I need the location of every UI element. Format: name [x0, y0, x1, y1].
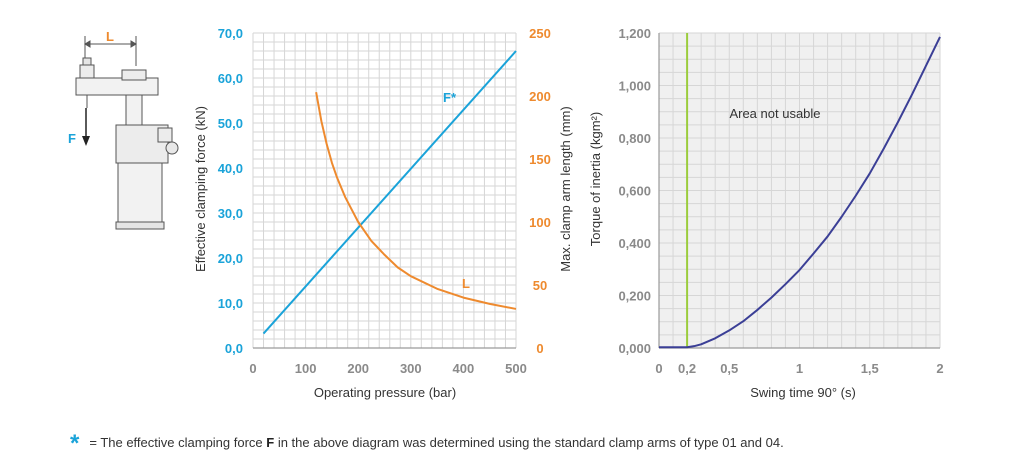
chart1-y-left-tick: 60,0: [218, 71, 243, 86]
cylinder-body: [117, 162, 163, 226]
dimension-label-L: L: [106, 29, 114, 44]
footnote-text-before: = The effective clamping force: [89, 435, 267, 450]
chart-pressure-force: 0,0 10,0 20,0 30,0 40,0 50,0 60,0 70,0 0 50 100 150…: [193, 26, 573, 400]
spindle-nut: [79, 64, 95, 79]
chart2-y-tick: 0,800: [618, 131, 651, 146]
chart2-x-tick: 1,5: [861, 361, 879, 376]
chart2-y-tick: 0,400: [618, 236, 651, 251]
chart1-ticks: 0,0 10,0 20,0 30,0 40,0 50,0 60,0 70,0 0 50 100 150…: [218, 26, 551, 376]
chart2-annotation: Area not usable: [729, 106, 820, 121]
chart2-x-tick: 0,5: [720, 361, 738, 376]
chart2-grid: [658, 32, 941, 349]
force-label-F: F: [68, 131, 76, 146]
chart2-y-tick: 0,200: [618, 289, 651, 304]
chart1-y-right-tick: 0: [536, 341, 543, 356]
chart1-y-left-tick: 40,0: [218, 161, 243, 176]
chart1-y-left-tick: 10,0: [218, 296, 243, 311]
chart1-x-tick: 200: [347, 361, 369, 376]
chart1-y-right-tick: 250: [529, 26, 551, 41]
footnote: * = The effective clamping force F in the…: [70, 426, 784, 457]
chart1-y-right-tick: 150: [529, 152, 551, 167]
chart1-x-tick: 0: [249, 361, 256, 376]
footnote-asterisk: *: [70, 430, 80, 457]
chart1-y-axis-label-right: Max. clamp arm length (mm): [558, 106, 573, 271]
chart2-x-tick: 2: [936, 361, 943, 376]
chart2-x-axis-label: Swing time 90° (s): [750, 385, 856, 400]
series-line-F-star: [262, 50, 517, 335]
clamp-illustration: [75, 36, 179, 230]
clamp-arm: [75, 77, 159, 96]
dimension-arrow-left: [84, 40, 91, 48]
footnote-text-after: in the above diagram was determined usin…: [274, 435, 784, 450]
dimension-arrow-right: [130, 40, 137, 48]
chart2-ticks: 0,000 0,200 0,400 0,600 0,800 1,000 1,200 0 0,2 0…: [618, 26, 943, 376]
chart1-y-left-tick: 20,0: [218, 251, 243, 266]
chart-swing-time-inertia: 0,000 0,200 0,400 0,600 0,800 1,000 1,200 0 0,2 0…: [588, 26, 944, 400]
cylinder-base: [115, 221, 165, 230]
chart2-x-tick: 1: [796, 361, 803, 376]
chart1-x-axis-label: Operating pressure (bar): [314, 385, 456, 400]
force-arrow-head: [82, 136, 90, 146]
chart1-grid: [252, 32, 517, 349]
chart2-series: [659, 33, 941, 349]
mounting-block: [157, 127, 173, 143]
chart2-x-tick: 0: [655, 361, 662, 376]
chart1-x-tick: 400: [453, 361, 475, 376]
arm-nut: [121, 69, 147, 81]
spindle-head: [82, 57, 92, 66]
port-fitting: [165, 141, 179, 155]
series-label-L: L: [462, 276, 470, 291]
chart1-y-right-tick: 100: [529, 215, 551, 230]
clamp-diagram: L F: [68, 29, 179, 230]
chart2-y-tick: 1,200: [618, 26, 651, 41]
chart1-x-tick: 500: [505, 361, 527, 376]
chart1-y-left-tick: 70,0: [218, 26, 243, 41]
chart2-y-tick: 0,000: [618, 341, 651, 356]
chart1-y-left-tick: 50,0: [218, 116, 243, 131]
chart2-y-tick: 0,600: [618, 184, 651, 199]
piston-rod: [125, 94, 143, 126]
series-label-F-star: F*: [443, 90, 457, 105]
chart1-y-axis-label-left: Effective clamping force (kN): [193, 106, 208, 272]
series-line-L: [315, 92, 517, 310]
chart1-y-left-tick: 30,0: [218, 206, 243, 221]
chart1-y-right-tick: 50: [533, 278, 547, 293]
chart2-y-tick: 1,000: [618, 79, 651, 94]
chart2-series-line: [659, 36, 941, 349]
chart2-y-axis-label: Torque of inertia (kgm²): [588, 112, 603, 246]
chart2-x-tick: 0,2: [678, 361, 696, 376]
chart1-series: [262, 50, 517, 335]
chart1-y-left-tick: 0,0: [225, 341, 243, 356]
footnote-bold-F: F: [266, 435, 275, 450]
chart1-y-right-tick: 200: [529, 89, 551, 104]
chart1-x-tick: 300: [400, 361, 422, 376]
chart1-x-tick: 100: [295, 361, 317, 376]
